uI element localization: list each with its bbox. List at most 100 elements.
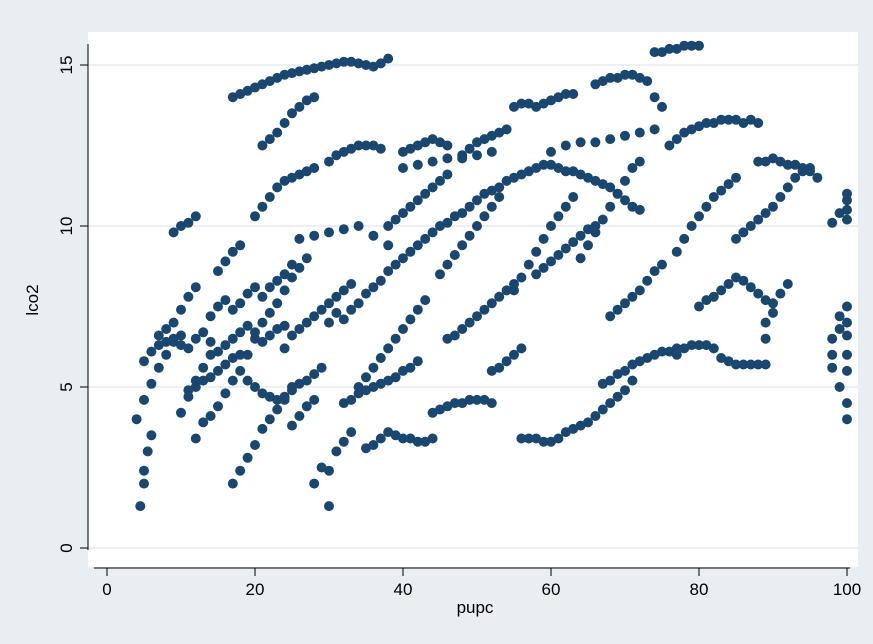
data-point bbox=[560, 140, 571, 151]
data-point bbox=[375, 433, 386, 444]
data-point bbox=[309, 394, 320, 405]
data-point bbox=[472, 150, 482, 161]
data-point bbox=[834, 324, 845, 334]
data-point bbox=[753, 118, 764, 128]
data-point bbox=[657, 101, 667, 112]
data-point bbox=[183, 291, 194, 302]
data-point bbox=[538, 262, 549, 273]
data-point bbox=[316, 304, 327, 315]
data-point bbox=[198, 417, 209, 428]
data-point bbox=[516, 433, 527, 444]
data-point bbox=[538, 233, 549, 244]
data-point bbox=[768, 307, 778, 318]
data-point bbox=[427, 182, 438, 193]
data-point bbox=[135, 501, 146, 512]
data-point bbox=[671, 343, 682, 354]
data-point bbox=[220, 295, 231, 306]
data-point bbox=[287, 385, 297, 396]
data-point bbox=[464, 143, 475, 154]
y-tick-label: 0 bbox=[57, 543, 76, 552]
data-point bbox=[390, 372, 401, 383]
data-point bbox=[227, 333, 238, 344]
data-point bbox=[686, 221, 697, 231]
data-point bbox=[250, 211, 260, 222]
data-point bbox=[694, 40, 704, 51]
data-point bbox=[287, 420, 297, 431]
y-tick-label: 5 bbox=[57, 382, 76, 391]
data-point bbox=[235, 298, 246, 309]
data-point bbox=[383, 53, 394, 64]
x-tick-label: 40 bbox=[394, 580, 413, 599]
data-point bbox=[664, 140, 675, 151]
data-point bbox=[213, 365, 223, 376]
data-point bbox=[287, 259, 297, 270]
data-point bbox=[390, 259, 401, 270]
data-point bbox=[546, 146, 556, 157]
data-point bbox=[346, 427, 357, 438]
data-point bbox=[457, 208, 468, 219]
data-point bbox=[242, 452, 253, 463]
data-point bbox=[331, 307, 342, 318]
data-point bbox=[190, 333, 201, 344]
data-point bbox=[568, 192, 579, 202]
data-point bbox=[375, 143, 386, 154]
data-point bbox=[398, 163, 408, 173]
data-point bbox=[287, 108, 297, 119]
data-point bbox=[257, 291, 268, 302]
data-point bbox=[235, 349, 246, 360]
data-point bbox=[442, 169, 453, 180]
data-point bbox=[294, 324, 305, 334]
data-point bbox=[472, 195, 482, 206]
data-point bbox=[301, 401, 312, 412]
data-point bbox=[146, 378, 157, 389]
data-point bbox=[634, 127, 645, 138]
data-point bbox=[398, 324, 408, 334]
data-point bbox=[279, 118, 290, 128]
data-point bbox=[760, 359, 771, 370]
data-point bbox=[627, 163, 638, 173]
data-point bbox=[560, 89, 571, 99]
data-point bbox=[294, 101, 305, 112]
data-point bbox=[494, 182, 505, 193]
data-point bbox=[405, 362, 416, 373]
data-point bbox=[375, 58, 386, 69]
data-point bbox=[309, 163, 320, 173]
data-point bbox=[753, 214, 764, 225]
data-point bbox=[605, 375, 616, 386]
data-point bbox=[649, 266, 660, 277]
data-point bbox=[753, 156, 764, 167]
data-point bbox=[309, 478, 320, 489]
data-point bbox=[649, 92, 660, 103]
data-point bbox=[583, 240, 593, 251]
data-point bbox=[501, 285, 512, 296]
data-point bbox=[775, 192, 786, 202]
data-point bbox=[368, 282, 379, 293]
data-point bbox=[398, 208, 408, 219]
data-point bbox=[183, 217, 194, 228]
data-point bbox=[375, 353, 386, 363]
data-point bbox=[457, 153, 468, 164]
data-point bbox=[842, 414, 852, 425]
data-point bbox=[324, 317, 334, 328]
data-point bbox=[842, 330, 852, 341]
data-point bbox=[649, 47, 660, 58]
data-point bbox=[472, 221, 482, 231]
data-point bbox=[731, 359, 741, 370]
data-point bbox=[272, 404, 283, 415]
data-point bbox=[279, 285, 290, 296]
data-point bbox=[338, 314, 349, 325]
data-point bbox=[805, 166, 815, 177]
data-point bbox=[235, 465, 246, 476]
data-point bbox=[738, 275, 749, 286]
data-point bbox=[398, 433, 408, 444]
data-point bbox=[649, 124, 660, 135]
data-point bbox=[353, 221, 364, 231]
data-point bbox=[782, 159, 793, 170]
data-point bbox=[753, 288, 764, 299]
data-point bbox=[760, 317, 771, 328]
data-point bbox=[294, 411, 305, 421]
data-point bbox=[294, 233, 305, 244]
data-point bbox=[449, 330, 460, 341]
x-tick-label: 20 bbox=[246, 580, 265, 599]
